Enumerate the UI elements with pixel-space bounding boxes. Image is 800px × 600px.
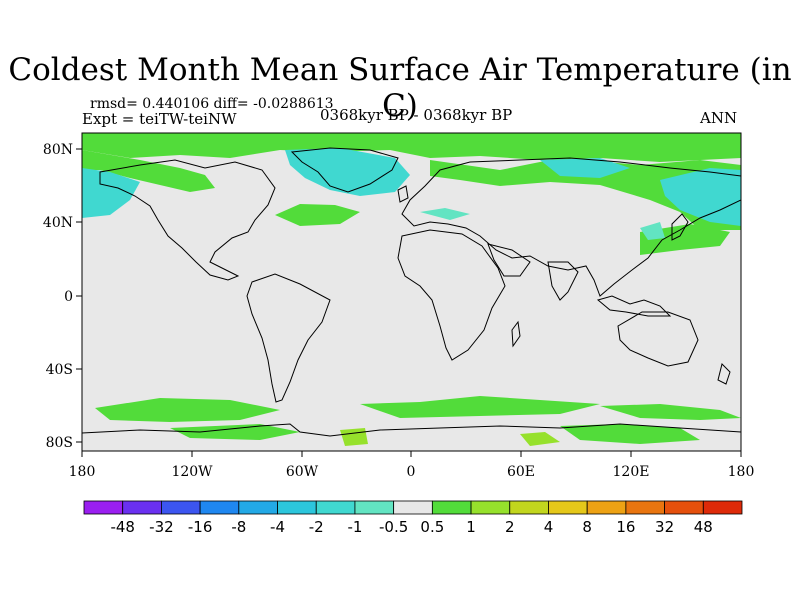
anomaly-region-arctic-north [82, 133, 741, 162]
colorbar-label: 4 [543, 518, 554, 536]
x-tick-label: 120W [171, 464, 213, 480]
x-tick-label: 180 [728, 464, 755, 480]
coastline-greenland [290, 147, 399, 193]
coastline-uk [397, 185, 409, 203]
colorbar-swatch [664, 500, 704, 515]
anomaly-region-north-america [82, 150, 215, 192]
anomaly-region-pacific-cold [640, 222, 665, 240]
colorbar-swatch [122, 500, 162, 515]
coastline-australia [617, 311, 699, 367]
anomaly-region-siberia [430, 158, 741, 230]
coastline-europe-asia [401, 157, 741, 297]
colorbar-label: -8 [231, 518, 247, 536]
anomaly-region-europe-cold [540, 158, 630, 178]
coastline-south-america [246, 273, 331, 403]
colorbar-swatch [277, 500, 317, 515]
colorbar-swatch [199, 500, 240, 515]
colorbar-label: -16 [187, 518, 213, 536]
x-tick-label: 60E [507, 464, 535, 480]
colorbar-swatch [509, 500, 549, 515]
x-tick-label: 0 [407, 464, 416, 480]
anomaly-region-north-atlantic [275, 204, 360, 226]
colorbar [83, 500, 743, 515]
x-tick-label: 120E [613, 464, 650, 480]
colorbar-label: -1 [347, 518, 363, 536]
anomaly-region-asia-cold [660, 168, 741, 226]
anomaly-region-antarctica-west [170, 424, 300, 440]
coastline-japan [671, 213, 689, 241]
colorbar-swatch [470, 500, 511, 515]
colorbar-swatch [238, 500, 278, 515]
colorbar-label: -2 [308, 518, 324, 536]
anomaly-region-southern-atlantic [360, 396, 600, 418]
colorbar-label: 2 [504, 518, 515, 536]
colorbar-swatch [354, 500, 395, 515]
y-tick-labels: 80N 40N 0 40S 80S [43, 142, 73, 451]
anomaly-region-weddell [340, 428, 368, 446]
colorbar-label: -4 [270, 518, 285, 536]
y-tick-label: 80S [46, 435, 73, 451]
colorbar-swatch [431, 500, 472, 515]
period-label: 0368kyr BP - 0368kyr BP [320, 106, 513, 124]
colorbar-label: -32 [149, 518, 174, 536]
colorbar-swatch [161, 500, 201, 515]
colorbar-label: 32 [655, 518, 675, 536]
anomaly-region-mediterranean-cold [420, 208, 470, 220]
y-tick-label: 0 [64, 289, 73, 305]
colorbar-label: 48 [693, 518, 713, 536]
x-tick-labels: 180 120W 60W 0 60E 120E 180 [69, 464, 755, 480]
map-field [82, 133, 741, 451]
coastline-madagascar [511, 320, 521, 348]
anomaly-region-antarctica-east [560, 424, 700, 444]
coastline-new-zealand [717, 363, 731, 385]
coastline-antarctica [82, 423, 741, 437]
y-tick-label: 80N [43, 142, 73, 158]
anomaly-region-southern-pacific [95, 398, 280, 422]
tick-marks [76, 148, 742, 457]
coastline-southeast-asia [596, 295, 672, 317]
colorbar-swatch [393, 500, 433, 515]
anomaly-region-greenland-cold [285, 148, 410, 196]
colorbar-label: 8 [582, 518, 592, 536]
colorbar-label: 16 [616, 518, 636, 536]
map-title: Coldest Month Mean Surface Air Temperatu… [8, 52, 792, 124]
colorbar-swatch [625, 500, 665, 515]
colorbar-label: -48 [110, 518, 135, 536]
colorbar-label: 0.5 [420, 518, 445, 536]
stats-text: rmsd= 0.440106 diff= -0.0288613 [90, 96, 334, 112]
coastlines [82, 147, 741, 437]
coastline-arabia [487, 243, 531, 277]
x-tick-label: 180 [69, 464, 96, 480]
experiment-label: Expt = teiTW-teiNW [82, 110, 237, 128]
season-label: ANN [700, 109, 738, 127]
colorbar-swatch [586, 500, 627, 515]
colorbar-swatch [315, 500, 356, 515]
colorbar-swatch [548, 500, 588, 515]
coastline-north-america [99, 159, 276, 281]
colorbar-label: -0.5 [379, 518, 409, 536]
anomaly-region-antarctica-peninsula [520, 432, 560, 446]
y-tick-label: 40S [46, 362, 73, 378]
anomaly-region-southern-indian [600, 404, 741, 420]
y-tick-label: 40N [43, 215, 73, 231]
x-tick-label: 60W [286, 464, 319, 480]
colorbar-label: 1 [466, 518, 476, 536]
colorbar-swatch [702, 500, 743, 515]
coastline-africa [397, 229, 506, 361]
coastline-india [547, 261, 579, 301]
anomaly-region-alaska-cold [82, 168, 140, 218]
colorbar-swatch [83, 500, 124, 515]
